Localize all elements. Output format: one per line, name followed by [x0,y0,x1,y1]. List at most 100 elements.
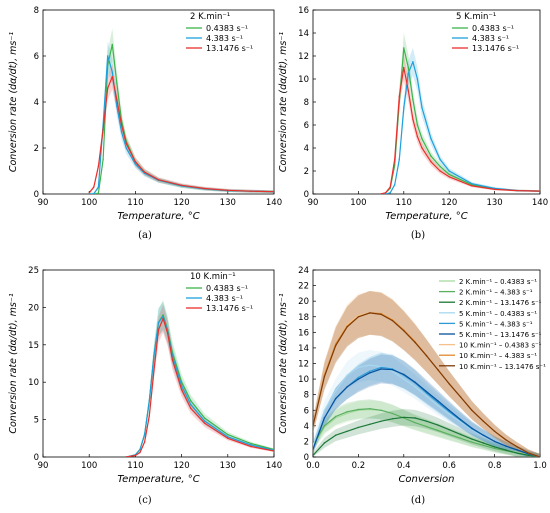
data-point [190,403,192,406]
data-point [471,185,473,187]
data-point [369,364,371,366]
x-tick-label: 140 [532,198,548,208]
data-point [369,312,371,314]
chart-panel-3: 90 100 110 120 130 140 0 5 10 15 20 25 Temperature, … [8,266,282,506]
data-point [313,454,314,457]
x-tick-label: 110 [127,461,143,471]
series-line [380,66,540,194]
data-point [471,409,473,411]
data-point [134,161,137,163]
data-point [157,179,160,181]
panel-tag: (d) [411,495,425,506]
data-point [389,192,391,194]
data-point [407,89,409,92]
data-point [398,158,400,161]
data-point [414,386,416,388]
data-point [380,420,382,422]
data-point [143,441,146,443]
data-point [139,448,141,451]
data-point [120,124,123,126]
data-point [380,409,382,411]
data-point [125,456,127,457]
series-band [126,300,274,457]
data-point [414,381,416,383]
data-point [394,184,396,186]
x-tick-label: 90 [308,198,319,208]
data-point [120,131,123,133]
legend-label: 4.383 s⁻¹ [472,34,509,43]
y-tick-label: 20 [28,303,39,313]
x-tick-label: 120 [173,461,189,471]
legend-title: 5 K.min⁻¹ [456,12,496,22]
x-tick-label: 0.6 [442,461,456,471]
data-point [102,128,104,131]
data-point [516,446,518,448]
legend-label: 2 K.min⁻¹ – 0.4383 s⁻¹ [459,278,537,286]
data-point [107,87,109,89]
y-tick-label: 20 [298,297,309,307]
data-point [143,171,146,173]
data-point [412,99,414,101]
y-tick-label: 8 [34,6,39,16]
y-tick-label: 8 [304,98,309,108]
data-point [93,193,95,194]
data-point [250,442,252,445]
legend-label: 5 K.min⁻¹ – 4.383 s⁻¹ [459,320,533,328]
legend-title: 10 K.min⁻¹ [190,272,236,282]
data-point [227,437,229,439]
y-tick-label: 4 [304,422,309,432]
data-point [425,425,428,428]
x-tick-label: 140 [266,461,282,471]
data-point [403,107,405,109]
y-tick-label: 24 [298,266,309,276]
data-point [459,396,462,398]
x-tick-label: 0.2 [352,461,366,471]
data-point [148,415,150,417]
data-point [313,425,314,427]
data-point [389,186,391,188]
data-point [414,341,416,344]
data-point [335,434,337,436]
data-point [273,191,274,193]
data-point [335,390,337,392]
data-point [437,429,439,432]
data-point [357,408,360,411]
data-point [313,444,314,446]
data-point [227,436,229,438]
series-band [381,54,540,194]
y-axis-label: Conversion rate (dα/dt), ms⁻¹ [278,293,289,434]
data-point [539,456,540,457]
data-point [448,429,450,431]
legend-label: 5 K.min⁻¹ – 13.1476 s⁻¹ [459,331,542,339]
y-tick-label: 14 [298,29,309,39]
data-point [180,184,183,186]
data-point [369,408,371,410]
data-point [539,190,540,192]
data-point [398,95,400,98]
data-point [125,142,127,145]
data-point [346,412,348,415]
data-point [111,43,114,46]
data-point [273,450,274,452]
data-point [97,186,100,188]
y-tick-label: 16 [298,6,309,16]
data-point [439,158,441,161]
data-point [493,188,496,191]
y-tick-label: 18 [298,313,309,323]
x-tick-label: 100 [81,198,97,208]
data-point [369,423,371,425]
data-point [471,183,473,185]
data-point [471,427,473,429]
data-point [180,381,183,383]
data-point [482,420,484,422]
panel-tag: (a) [138,230,152,241]
data-point [448,413,450,415]
series-band [89,41,274,194]
data-point [107,55,109,57]
data-point [190,407,192,410]
y-tick-label: 4 [304,144,309,154]
data-point [134,163,137,165]
data-point [493,187,496,189]
data-point [437,400,439,402]
